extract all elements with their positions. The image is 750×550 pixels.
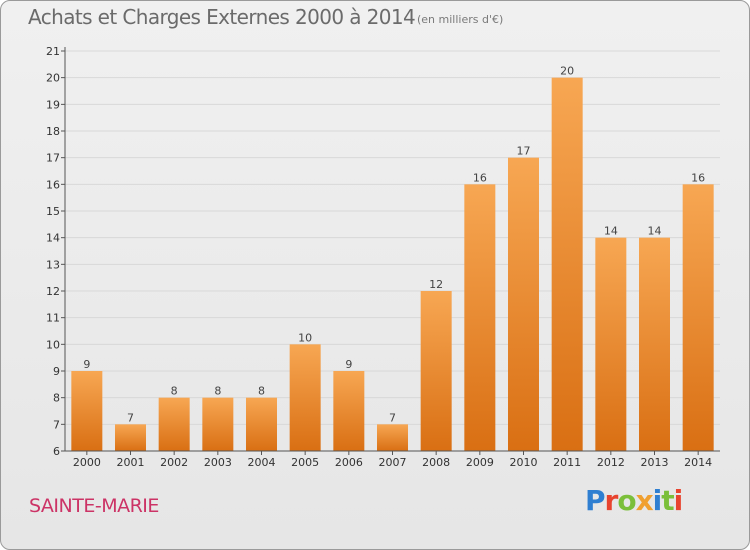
commune-name: SAINTE-MARIE <box>29 495 159 517</box>
unit-label: (en milliers d'€) <box>417 13 504 26</box>
y-tick-label: 20 <box>46 72 60 85</box>
bar <box>377 424 408 451</box>
bar <box>508 157 539 451</box>
bar-value-label: 14 <box>604 225 618 238</box>
bars <box>71 77 714 452</box>
bar-value-label: 14 <box>648 225 662 238</box>
y-tick-label: 8 <box>53 392 60 405</box>
bar-value-label: 7 <box>127 411 134 424</box>
bar-value-label: 20 <box>560 65 574 78</box>
bar <box>551 77 583 452</box>
y-tick-label: 19 <box>46 98 60 111</box>
bar <box>639 237 670 451</box>
bar-value-label: 17 <box>517 145 531 158</box>
x-tick-label: 2008 <box>422 456 450 469</box>
bar-value-label: 7 <box>389 411 396 424</box>
x-tick-label: 2009 <box>466 456 494 469</box>
y-tick-label: 12 <box>46 285 60 298</box>
x-tick-label: 2005 <box>291 456 319 469</box>
y-tick-label: 6 <box>53 445 60 458</box>
bar <box>464 184 496 452</box>
bar <box>115 424 146 451</box>
bar-value-label: 8 <box>214 385 221 398</box>
y-tick-label: 15 <box>46 205 60 218</box>
x-tick-label: 2010 <box>510 456 538 469</box>
bar <box>158 397 190 451</box>
labels: 6 7 8 9 10 11 12 13 14 15 16 17 18 19 20 21 9 2000 7 2001 8 2… <box>46 45 712 469</box>
bar <box>289 344 321 451</box>
bar-value-label: 9 <box>83 358 90 371</box>
bar-value-label: 8 <box>258 385 265 398</box>
bar-value-label: 16 <box>691 171 705 184</box>
y-tick-label: 18 <box>46 125 60 138</box>
x-tick-label: 2007 <box>379 456 407 469</box>
bar <box>420 291 452 451</box>
x-tick-label: 2003 <box>204 456 232 469</box>
chart-title: Achats et Charges Externes 2000 à 2014 <box>28 5 416 29</box>
x-tick-label: 2006 <box>335 456 363 469</box>
bar-value-label: 8 <box>171 385 178 398</box>
y-tick-label: 16 <box>46 178 60 191</box>
x-tick-label: 2013 <box>641 456 669 469</box>
y-tick-label: 11 <box>46 312 60 325</box>
x-tick-label: 2014 <box>684 456 712 469</box>
bar-value-label: 16 <box>473 171 487 184</box>
y-tick-label: 17 <box>46 152 60 165</box>
y-tick-label: 13 <box>46 258 60 271</box>
y-tick-label: 14 <box>46 232 60 245</box>
bar-value-label: 9 <box>345 358 352 371</box>
x-tick-label: 2001 <box>117 456 145 469</box>
x-tick-label: 2012 <box>597 456 625 469</box>
bar <box>595 237 627 451</box>
y-tick-label: 7 <box>53 418 60 431</box>
y-tick-label: 10 <box>46 338 60 351</box>
x-tick-label: 2000 <box>73 456 101 469</box>
bar-value-label: 10 <box>298 331 312 344</box>
bar <box>71 371 103 451</box>
axes <box>61 47 720 455</box>
bar <box>682 184 714 452</box>
proxiti-logo: Proxiti <box>585 484 683 517</box>
y-tick-label: 9 <box>53 365 60 378</box>
bar <box>246 397 277 451</box>
bar <box>202 397 234 451</box>
x-tick-label: 2011 <box>553 456 581 469</box>
x-tick-label: 2004 <box>248 456 276 469</box>
bar-value-label: 12 <box>429 278 443 291</box>
y-tick-label: 21 <box>46 45 60 58</box>
x-tick-label: 2002 <box>160 456 188 469</box>
bar <box>333 371 365 451</box>
